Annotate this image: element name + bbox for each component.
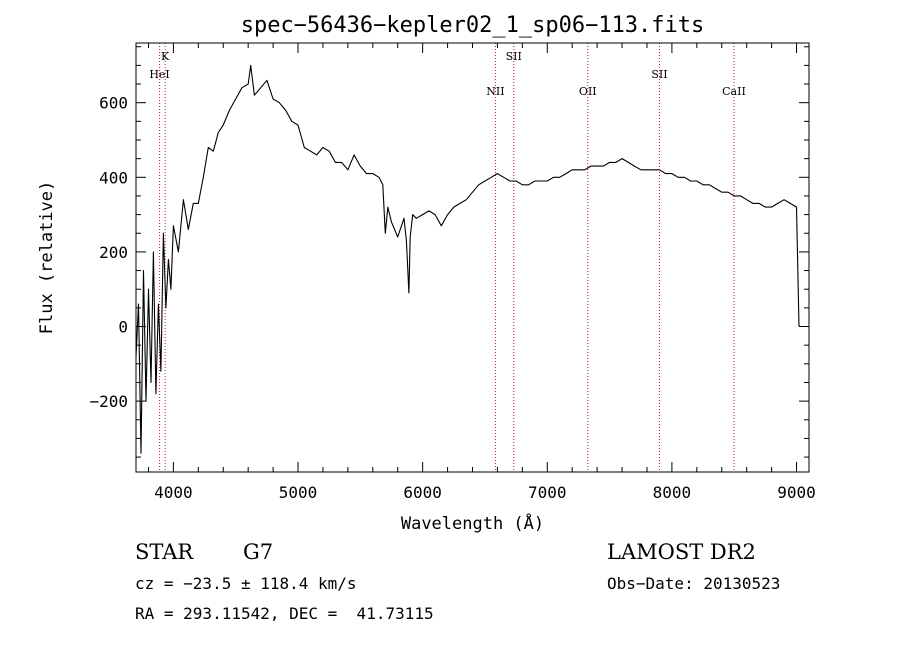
sky-coordinates: RA = 293.11542, DEC = 41.73115: [135, 604, 434, 623]
y-tick-label: 400: [99, 168, 128, 187]
line-marker-label: K: [161, 50, 170, 63]
line-marker-label: SII: [651, 68, 667, 81]
object-subclass: G7: [243, 540, 274, 564]
chart-title: spec−56436−kepler02_1_sp06−113.fits: [241, 13, 705, 38]
x-tick-label: 5000: [279, 483, 318, 502]
y-tick-label: 600: [99, 94, 128, 113]
x-tick-label: 4000: [154, 483, 193, 502]
line-marker-label: OII: [579, 85, 597, 98]
observation-date: Obs−Date: 20130523: [607, 574, 781, 593]
line-marker-label: SII: [506, 50, 522, 63]
redshift-velocity: cz = −23.5 ± 118.4 km/s: [135, 574, 357, 593]
plot-frame: [135, 42, 810, 473]
y-axis-label: Flux (relative): [37, 181, 57, 335]
y-tick-label: −200: [89, 392, 128, 411]
object-class: STAR: [135, 540, 194, 564]
y-tick-label: 200: [99, 243, 128, 262]
line-marker-label: CaII: [722, 85, 746, 98]
line-marker-label: HeI: [149, 68, 169, 81]
y-tick-label: 0: [118, 318, 128, 337]
x-tick-label: 8000: [653, 483, 692, 502]
line-marker-label: NII: [486, 85, 504, 98]
spectrum-series-0: [135, 64, 800, 454]
x-tick-label: 9000: [777, 483, 816, 502]
x-tick-label: 6000: [403, 483, 442, 502]
survey-name: LAMOST DR2: [607, 540, 756, 564]
x-axis-label: Wavelength (Å): [401, 512, 544, 534]
x-tick-label: 7000: [528, 483, 567, 502]
